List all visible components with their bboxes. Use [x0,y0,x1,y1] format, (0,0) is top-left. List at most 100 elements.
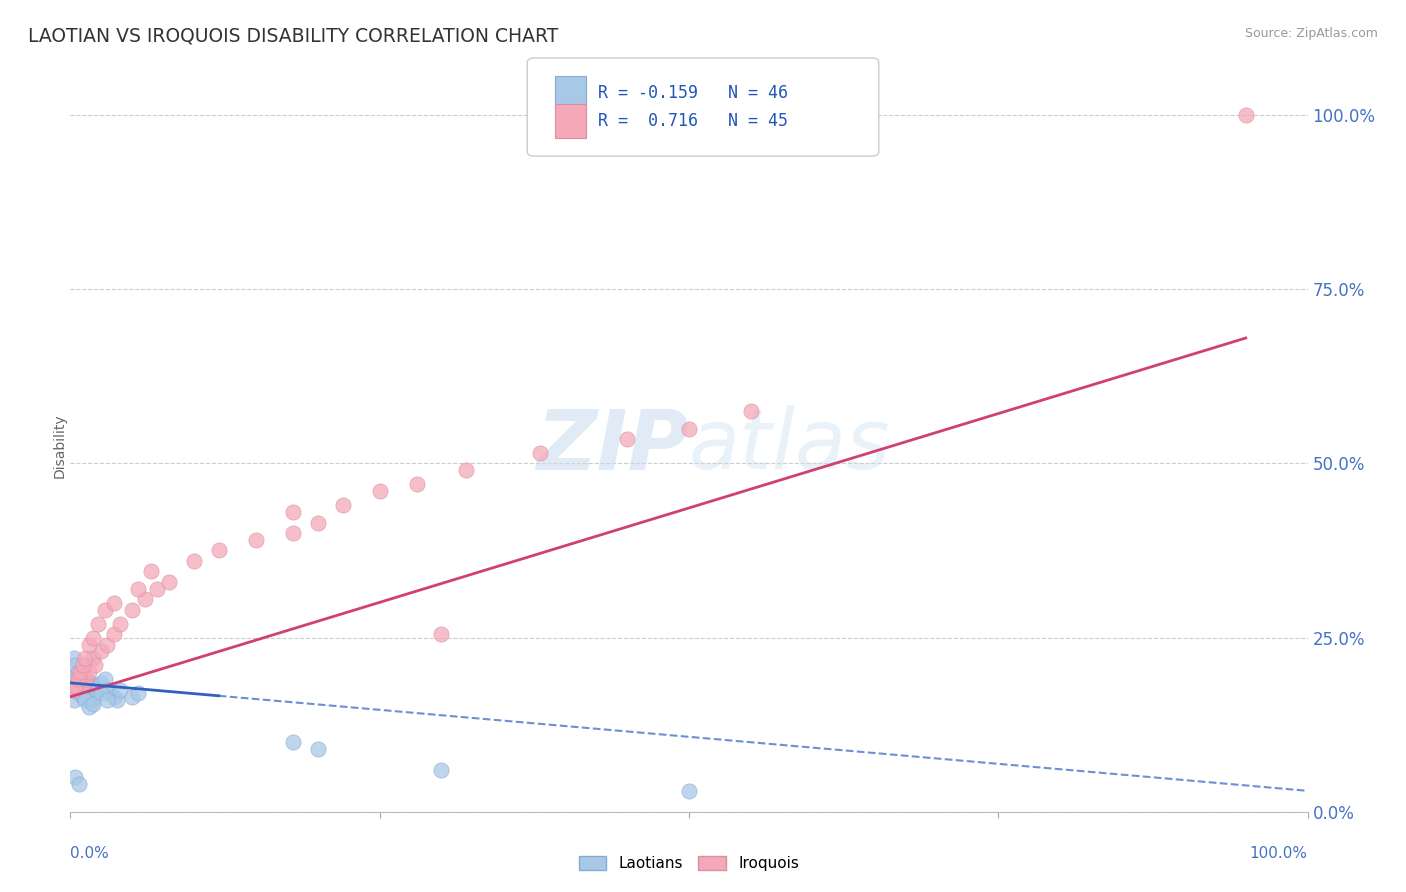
Point [69,665,91,680]
Point [108,682,131,697]
Point [63,651,86,665]
Point [86,616,108,631]
Point [90,676,112,690]
Point [134,592,156,607]
Point [90,644,112,658]
Point [69,669,91,683]
Text: Source: ZipAtlas.com: Source: ZipAtlas.com [1244,27,1378,40]
Point [157,574,180,589]
Text: R = -0.159   N = 46: R = -0.159 N = 46 [598,84,787,102]
Point [332,498,354,512]
Point [65,673,87,687]
Point [84,658,107,673]
Point [1234,108,1257,122]
Point [183,554,205,568]
Point [98,686,121,700]
Point [75,673,97,687]
Point [96,693,118,707]
Point [75,693,97,707]
Point [72,658,94,673]
Point [430,627,453,641]
Point [740,404,762,418]
Point [67,777,90,791]
Point [66,665,89,680]
Point [69,679,91,693]
Point [616,432,638,446]
Point [94,673,117,687]
Point [127,686,149,700]
Point [79,679,101,693]
Text: ZIP: ZIP [536,406,689,486]
Point [86,679,108,693]
Point [77,682,100,697]
Point [121,690,143,704]
Point [65,679,87,693]
Point [82,693,104,707]
Point [76,686,98,700]
Point [77,638,100,652]
Point [63,682,86,697]
Point [281,505,304,519]
Point [82,697,104,711]
Text: atlas: atlas [689,406,890,486]
Point [66,673,89,687]
Point [65,658,87,673]
Point [84,682,107,697]
Point [121,603,143,617]
Point [62,682,84,697]
Point [96,682,118,697]
Text: LAOTIAN VS IROQUOIS DISABILITY CORRELATION CHART: LAOTIAN VS IROQUOIS DISABILITY CORRELATI… [28,27,558,45]
Point [84,686,107,700]
Point [63,693,86,707]
Point [77,665,100,680]
Point [127,582,149,596]
Point [208,543,231,558]
Point [96,638,118,652]
Point [72,690,94,704]
Point [75,651,97,665]
Legend: Laotians, Iroquois: Laotians, Iroquois [572,850,806,877]
Point [73,682,96,697]
Point [245,533,267,547]
Point [139,565,162,579]
Point [529,446,551,460]
Point [368,484,391,499]
Point [307,516,329,530]
Point [70,673,93,687]
Point [678,421,700,435]
Point [307,742,329,756]
Point [70,665,93,680]
Point [82,631,104,645]
Point [103,596,125,610]
Point [405,477,427,491]
Y-axis label: Disability: Disability [52,414,66,478]
Point [67,686,90,700]
Point [281,735,304,749]
Point [75,676,97,690]
Point [281,526,304,541]
Point [146,582,169,596]
Point [103,690,125,704]
Point [456,463,478,477]
Text: 0.0%: 0.0% [70,846,110,861]
Point [430,763,453,777]
Point [82,651,104,665]
Point [67,673,90,687]
Text: 100.0%: 100.0% [1250,846,1308,861]
Point [90,686,112,700]
Point [83,690,105,704]
Text: R =  0.716   N = 45: R = 0.716 N = 45 [598,112,787,130]
Point [105,693,128,707]
Point [65,770,87,784]
Point [75,673,97,687]
Point [72,679,94,693]
Point [65,679,87,693]
Point [108,616,131,631]
Point [73,676,96,690]
Point [80,676,103,690]
Point [94,603,117,617]
Point [77,700,100,714]
Point [65,679,87,693]
Point [103,627,125,641]
Point [678,784,700,798]
